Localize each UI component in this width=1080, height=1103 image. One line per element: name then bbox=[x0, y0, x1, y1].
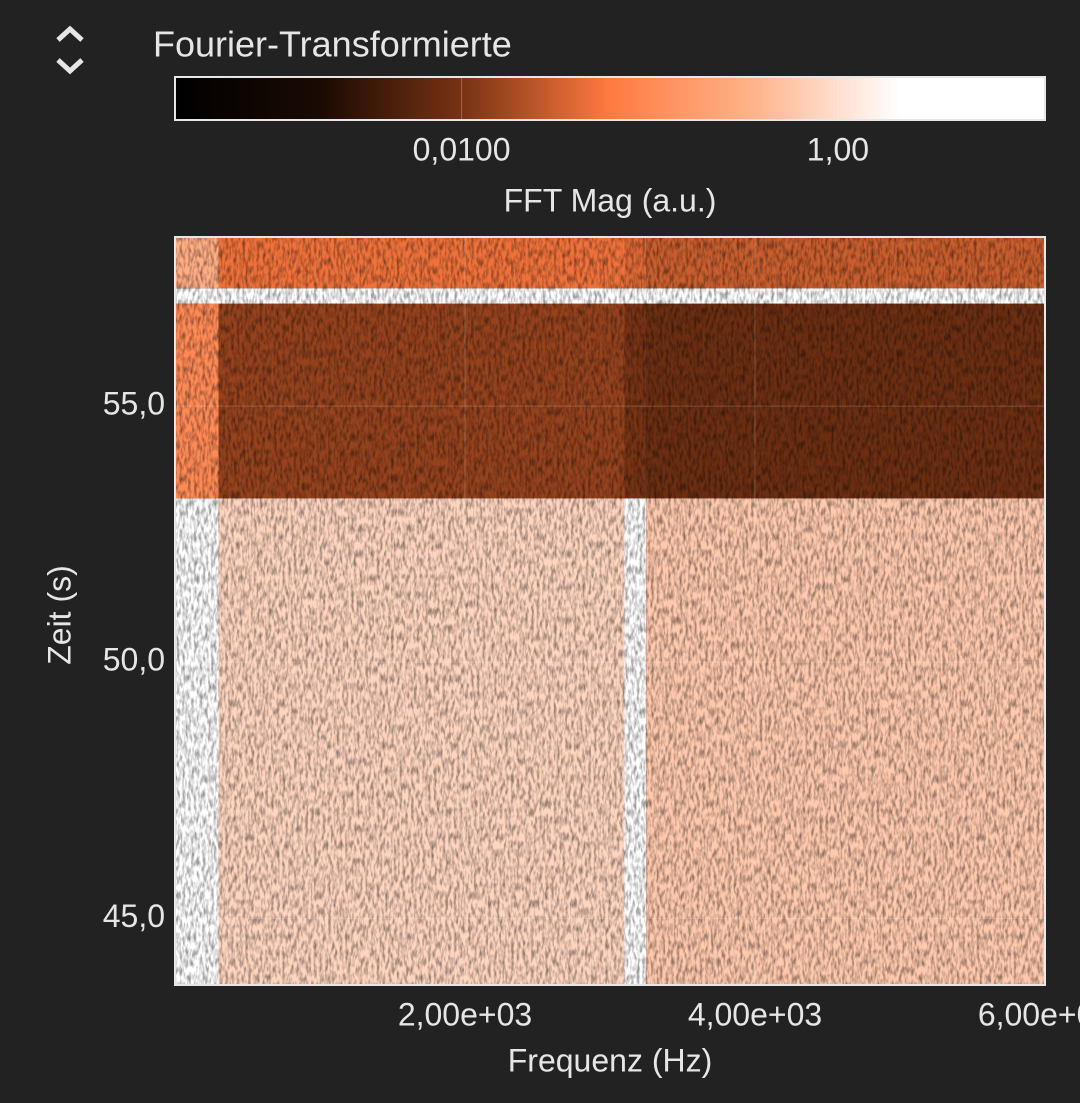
colorbar-tick-label: 1,00 bbox=[807, 131, 869, 167]
y-tick-label: 45,0 bbox=[103, 898, 165, 934]
y-axis-title: Zeit (s) bbox=[41, 565, 77, 665]
noise-texture bbox=[175, 237, 1045, 985]
y-tick-label: 50,0 bbox=[103, 642, 165, 678]
colorbar bbox=[174, 76, 1046, 121]
colorbar-tick-label: 0,0100 bbox=[413, 131, 511, 167]
x-tick-label: 2,00e+03 bbox=[398, 996, 532, 1032]
x-tick-label: 4,00e+03 bbox=[688, 996, 822, 1032]
x-axis-title: Frequenz (Hz) bbox=[508, 1042, 713, 1078]
collapse-icon[interactable] bbox=[56, 25, 84, 75]
colorbar-label: FFT Mag (a.u.) bbox=[504, 182, 717, 218]
plot-frame bbox=[174, 236, 1046, 986]
x-tick-label: 6,00e+03 bbox=[978, 996, 1080, 1032]
plot-area bbox=[175, 237, 1045, 985]
y-tick-label: 55,0 bbox=[103, 386, 165, 422]
section-title[interactable]: Fourier-Transformierte bbox=[153, 24, 512, 65]
